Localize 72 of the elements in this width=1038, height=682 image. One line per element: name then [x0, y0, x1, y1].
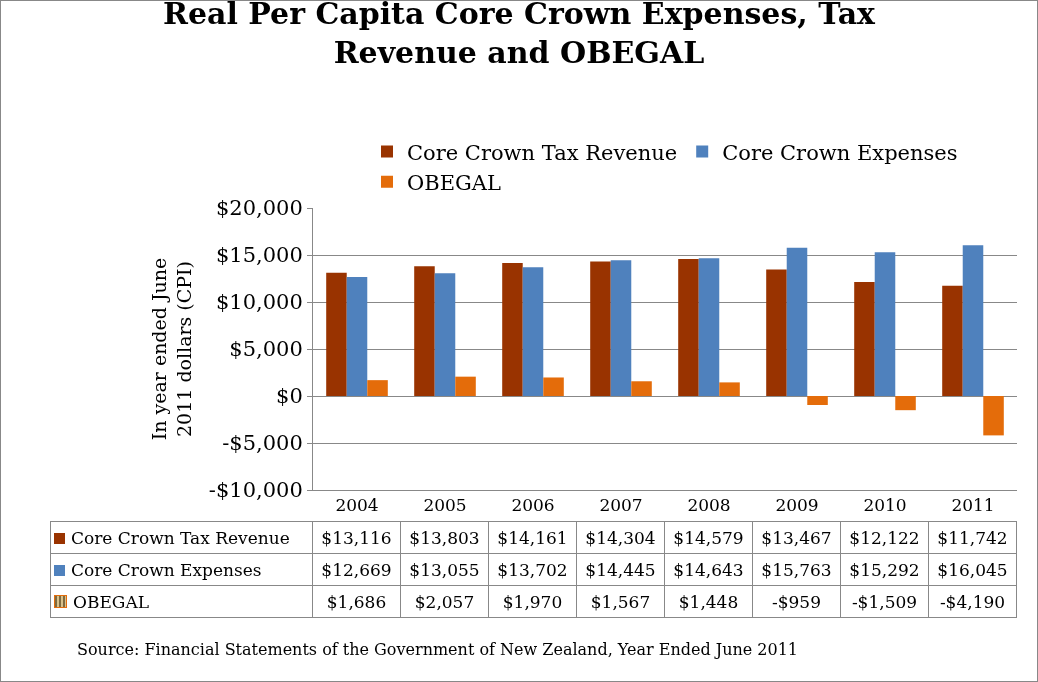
- bar: [631, 381, 652, 396]
- chart-title: Real Per Capita Core Crown Expenses, Tax Revenue and OBEGAL: [163, 0, 877, 70]
- text: Core Crown Expenses: [71, 559, 262, 580]
- bar: [414, 266, 435, 396]
- data-label: $12,122: [840, 521, 929, 554]
- x-tick-label: 2010: [863, 495, 907, 516]
- data-label: $14,643: [664, 553, 753, 586]
- data-label: $14,579: [664, 521, 753, 554]
- y-tick-label: -$10,000: [208, 478, 303, 503]
- bar: [983, 396, 1004, 436]
- data-label: -$4,190: [928, 585, 1017, 618]
- text: OBEGAL: [73, 591, 149, 612]
- bar: [543, 377, 564, 396]
- data-label: $16,045: [928, 553, 1017, 586]
- data-label: $1,448: [664, 585, 753, 618]
- data-label: $1,686: [312, 585, 401, 618]
- x-tick-label: 2006: [511, 495, 555, 516]
- legend-label: Core Crown Tax Revenue: [407, 140, 678, 165]
- data-label: $13,803: [400, 521, 489, 554]
- bar: [895, 396, 916, 411]
- bar: [766, 269, 787, 396]
- data-label: $14,304: [576, 521, 665, 554]
- y-tick-label: -$5,000: [222, 431, 303, 456]
- data-label: $14,445: [576, 553, 665, 586]
- bar: [367, 380, 388, 396]
- data-label: $1,567: [576, 585, 665, 618]
- data-label: $11,742: [928, 521, 1017, 554]
- bar: [522, 267, 544, 396]
- bar: [502, 262, 523, 396]
- bar: [719, 382, 740, 396]
- x-tick-label: 2008: [687, 495, 731, 516]
- bar: [590, 261, 611, 396]
- bar: [854, 282, 875, 396]
- legend-label: Core Crown Expenses: [722, 140, 958, 165]
- data-label: $15,763: [752, 553, 841, 586]
- data-label: $2,057: [400, 585, 489, 618]
- data-label: $15,292: [840, 553, 929, 586]
- bar: [326, 272, 347, 396]
- data-label: -$959: [752, 585, 841, 618]
- bar: [346, 276, 368, 396]
- y-tick-label: $20,000: [215, 196, 303, 221]
- bar: [434, 273, 456, 396]
- bar: [786, 247, 808, 396]
- x-tick-label: 2007: [599, 495, 643, 516]
- y-tick-label: $0: [276, 384, 303, 409]
- data-label: -$1,509: [840, 585, 929, 618]
- bar: [455, 376, 476, 396]
- data-label: $1,970: [488, 585, 577, 618]
- data-label: $13,702: [488, 553, 577, 586]
- bar: [698, 258, 720, 396]
- x-tick-label: 2011: [951, 495, 995, 516]
- x-tick-label: 2004: [335, 495, 379, 516]
- bar: [962, 245, 984, 396]
- source-note: Source: Financial Statements of the Government of New Zealand, Year Ended June 2011: [77, 640, 799, 659]
- legend-label: OBEGAL: [407, 171, 501, 195]
- y-tick-label: $10,000: [215, 290, 303, 315]
- bar: [807, 396, 828, 406]
- x-tick-label: 2009: [775, 495, 819, 516]
- data-label: $14,161: [488, 521, 577, 554]
- data-label: $13,467: [752, 521, 841, 554]
- y-tick-label: $5,000: [229, 337, 303, 362]
- bar: [678, 258, 699, 396]
- data-label: $12,669: [312, 553, 401, 586]
- x-tick-label: 2005: [423, 495, 467, 516]
- bar: [874, 252, 896, 396]
- text: Core Crown Tax Revenue: [71, 527, 290, 548]
- y-tick-label: $15,000: [215, 243, 303, 268]
- y-axis-title: In year ended June 2011 dollars (CPI): [148, 257, 195, 441]
- data-label: $13,055: [400, 553, 489, 586]
- bar: [610, 260, 632, 396]
- data-label: $13,116: [312, 521, 401, 554]
- bar: [942, 285, 963, 396]
